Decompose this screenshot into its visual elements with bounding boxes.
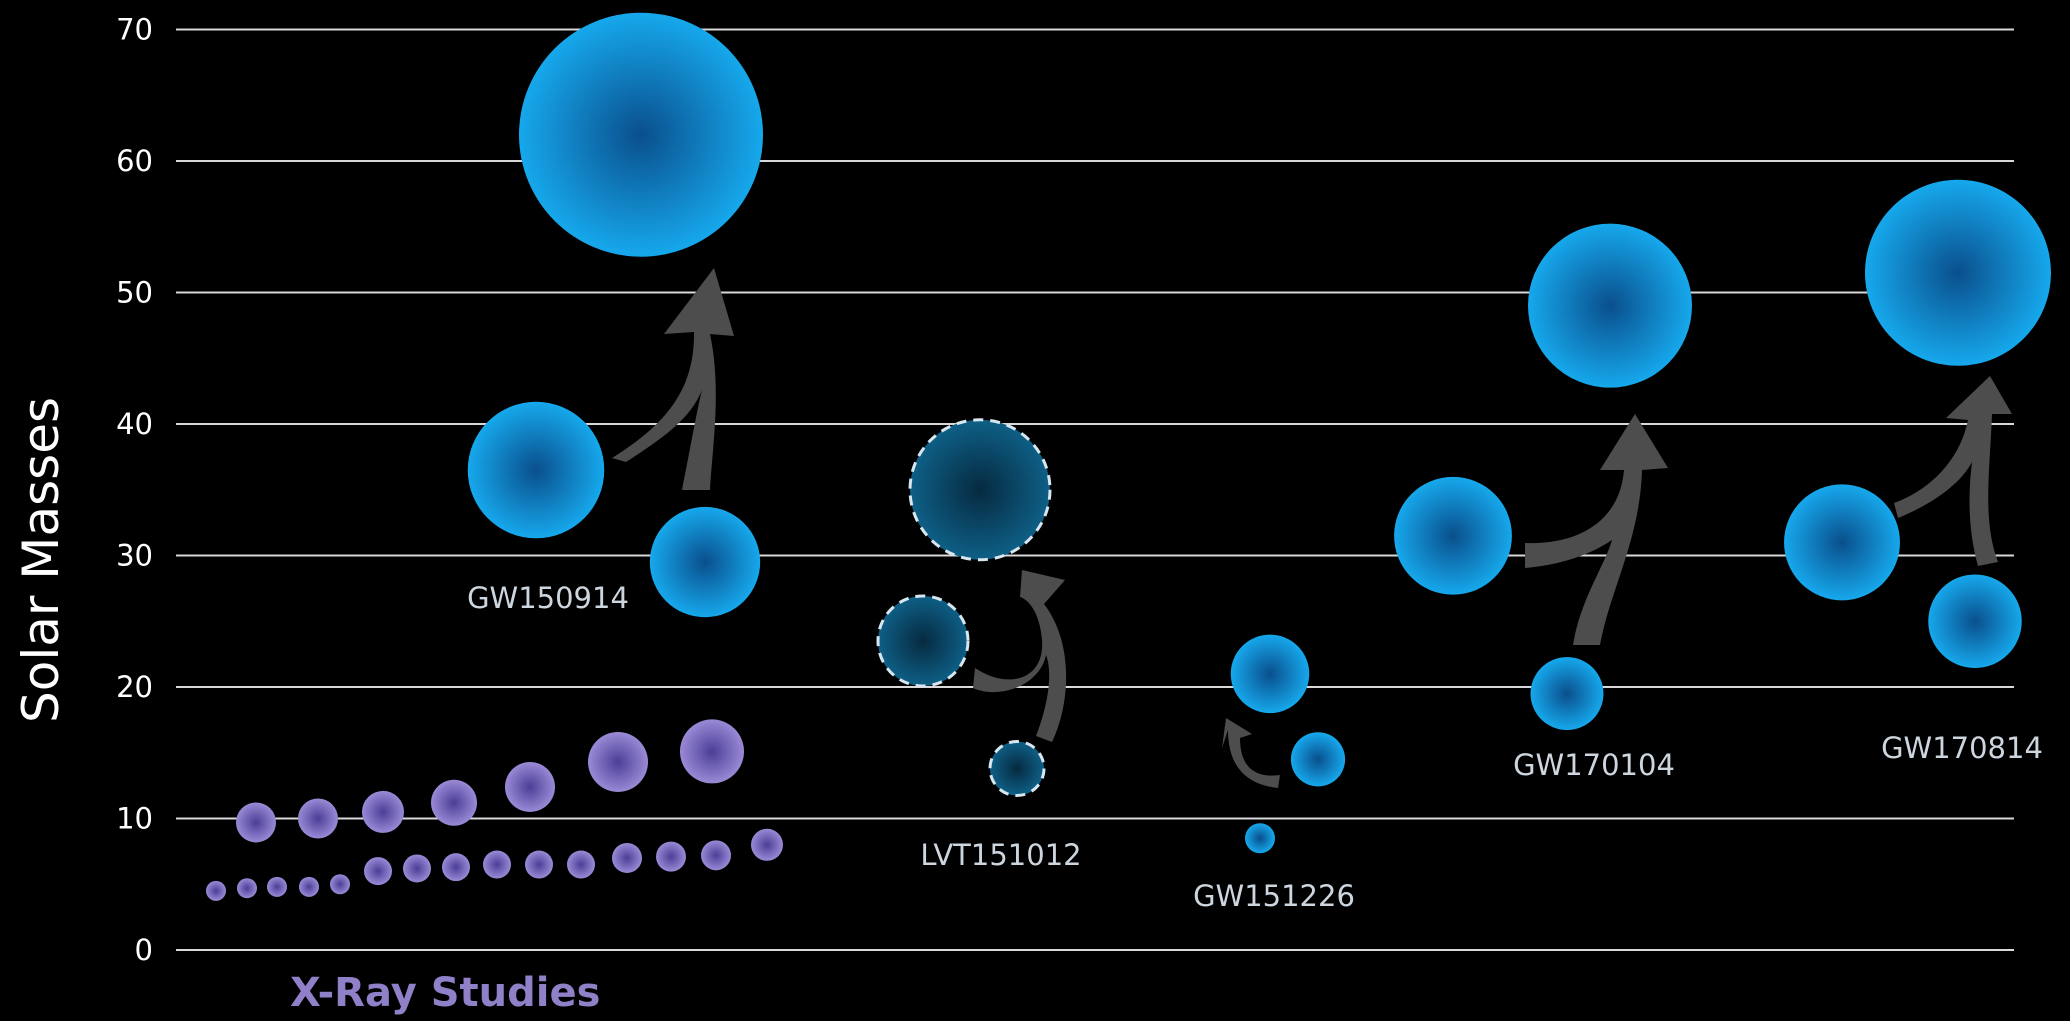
event-label-gw170814: GW170814: [1881, 731, 2043, 765]
xray-point: [505, 761, 555, 812]
xray-point: [267, 876, 287, 897]
gw151226-secondary-bubble: [1290, 732, 1346, 787]
xray-point: [330, 874, 350, 895]
xray-point: [298, 798, 338, 839]
xray-point: [588, 731, 648, 792]
xray-point: [364, 857, 392, 886]
xray-point: [612, 842, 642, 873]
merge-arrow-gw150914: [612, 268, 734, 490]
lvt151012-primary-bubble: [908, 418, 1052, 562]
gw170814-final-bubble: [1865, 179, 2051, 366]
xray-point: [751, 828, 783, 861]
event-bubbles: [467, 12, 2051, 854]
gw170814-primary-bubble: [1784, 484, 1900, 601]
merge-arrow-gw151226: [1222, 718, 1280, 788]
xray-point: [299, 876, 319, 897]
xray-point: [403, 854, 431, 883]
xray-point: [442, 853, 470, 882]
xray-point: [237, 878, 257, 899]
xray-point: [483, 850, 511, 879]
y-tick-40: 40: [116, 407, 153, 441]
gw170104-primary-bubble: [1394, 476, 1512, 595]
y-tick-labels: 0 10 20 30 40 50 60 70: [116, 13, 153, 968]
xray-point: [236, 802, 276, 843]
gw151226-primary-bubble: [1230, 634, 1310, 714]
y-tick-20: 20: [116, 670, 153, 704]
gw170814-secondary-bubble: [1928, 574, 2022, 668]
gw150914-secondary-bubble: [649, 506, 761, 618]
xray-point: [362, 790, 404, 833]
gw170104-secondary-bubble: [1530, 657, 1604, 731]
y-tick-70: 70: [116, 13, 153, 47]
event-label-lvt151012: LVT151012: [920, 838, 1081, 872]
xray-point: [656, 841, 686, 872]
xray-point: [206, 880, 226, 901]
xray-point: [431, 779, 477, 826]
xray-point: [701, 840, 731, 871]
lvt151012-final-bubble: [876, 594, 970, 688]
event-label-gw170104: GW170104: [1513, 748, 1675, 782]
event-labels: GW150914 LVT151012 GW151226 GW170104 GW17081…: [467, 581, 2043, 913]
xray-points: [206, 719, 783, 901]
y-tick-10: 10: [116, 802, 153, 836]
xray-studies-label: X-Ray Studies: [290, 970, 600, 1016]
xray-point: [680, 719, 744, 784]
gw170104-final-bubble: [1528, 223, 1692, 388]
gw150914-primary-bubble: [467, 401, 605, 539]
merge-arrow-gw170814: [1894, 376, 2012, 566]
event-label-gw151226: GW151226: [1193, 879, 1355, 913]
merger-arrows: [612, 268, 2012, 788]
y-axis-label: Solar Masses: [12, 397, 70, 723]
y-tick-30: 30: [116, 539, 153, 573]
xray-point: [567, 850, 595, 879]
gw150914-final-bubble: [519, 12, 763, 257]
y-tick-0: 0: [135, 933, 153, 967]
y-tick-50: 50: [116, 276, 153, 310]
event-label-gw150914: GW150914: [467, 581, 629, 615]
lvt151012-secondary-bubble: [988, 740, 1046, 798]
merge-arrow-lvt151012: [973, 570, 1067, 742]
merge-arrow-gw170104: [1525, 414, 1668, 645]
gw151226-final-bubble: [1245, 823, 1275, 854]
gridlines: [176, 28, 2014, 951]
xray-point: [525, 850, 553, 879]
y-tick-60: 60: [116, 144, 153, 178]
